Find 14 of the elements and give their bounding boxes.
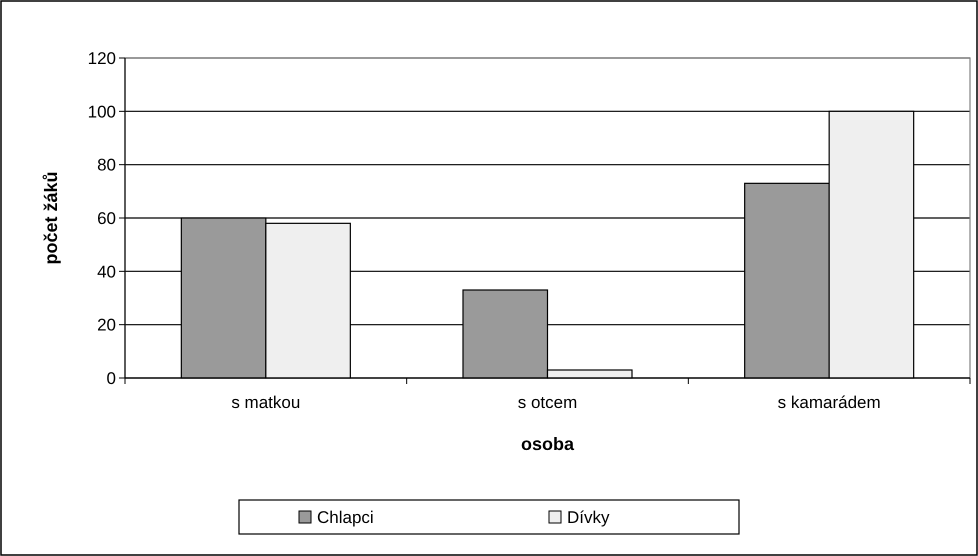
y-tick-label: 100 (88, 102, 116, 122)
x-tick-label: s matkou (231, 393, 300, 412)
legend-label: Dívky (567, 508, 610, 527)
x-tick-label: s kamarádem (778, 393, 881, 412)
y-tick-label: 40 (97, 262, 116, 282)
y-tick-label: 20 (97, 316, 116, 335)
y-tick-label: 120 (88, 48, 116, 68)
y-tick-label: 0 (106, 368, 116, 388)
x-axis-title: osoba (520, 434, 575, 454)
y-axis-title: počet žáků (41, 171, 61, 265)
y-tick-label: 60 (97, 208, 116, 228)
y-tick-label: 80 (97, 156, 116, 175)
x-tick-label: s otcem (518, 393, 578, 412)
legend-label: Chlapci (317, 508, 374, 527)
